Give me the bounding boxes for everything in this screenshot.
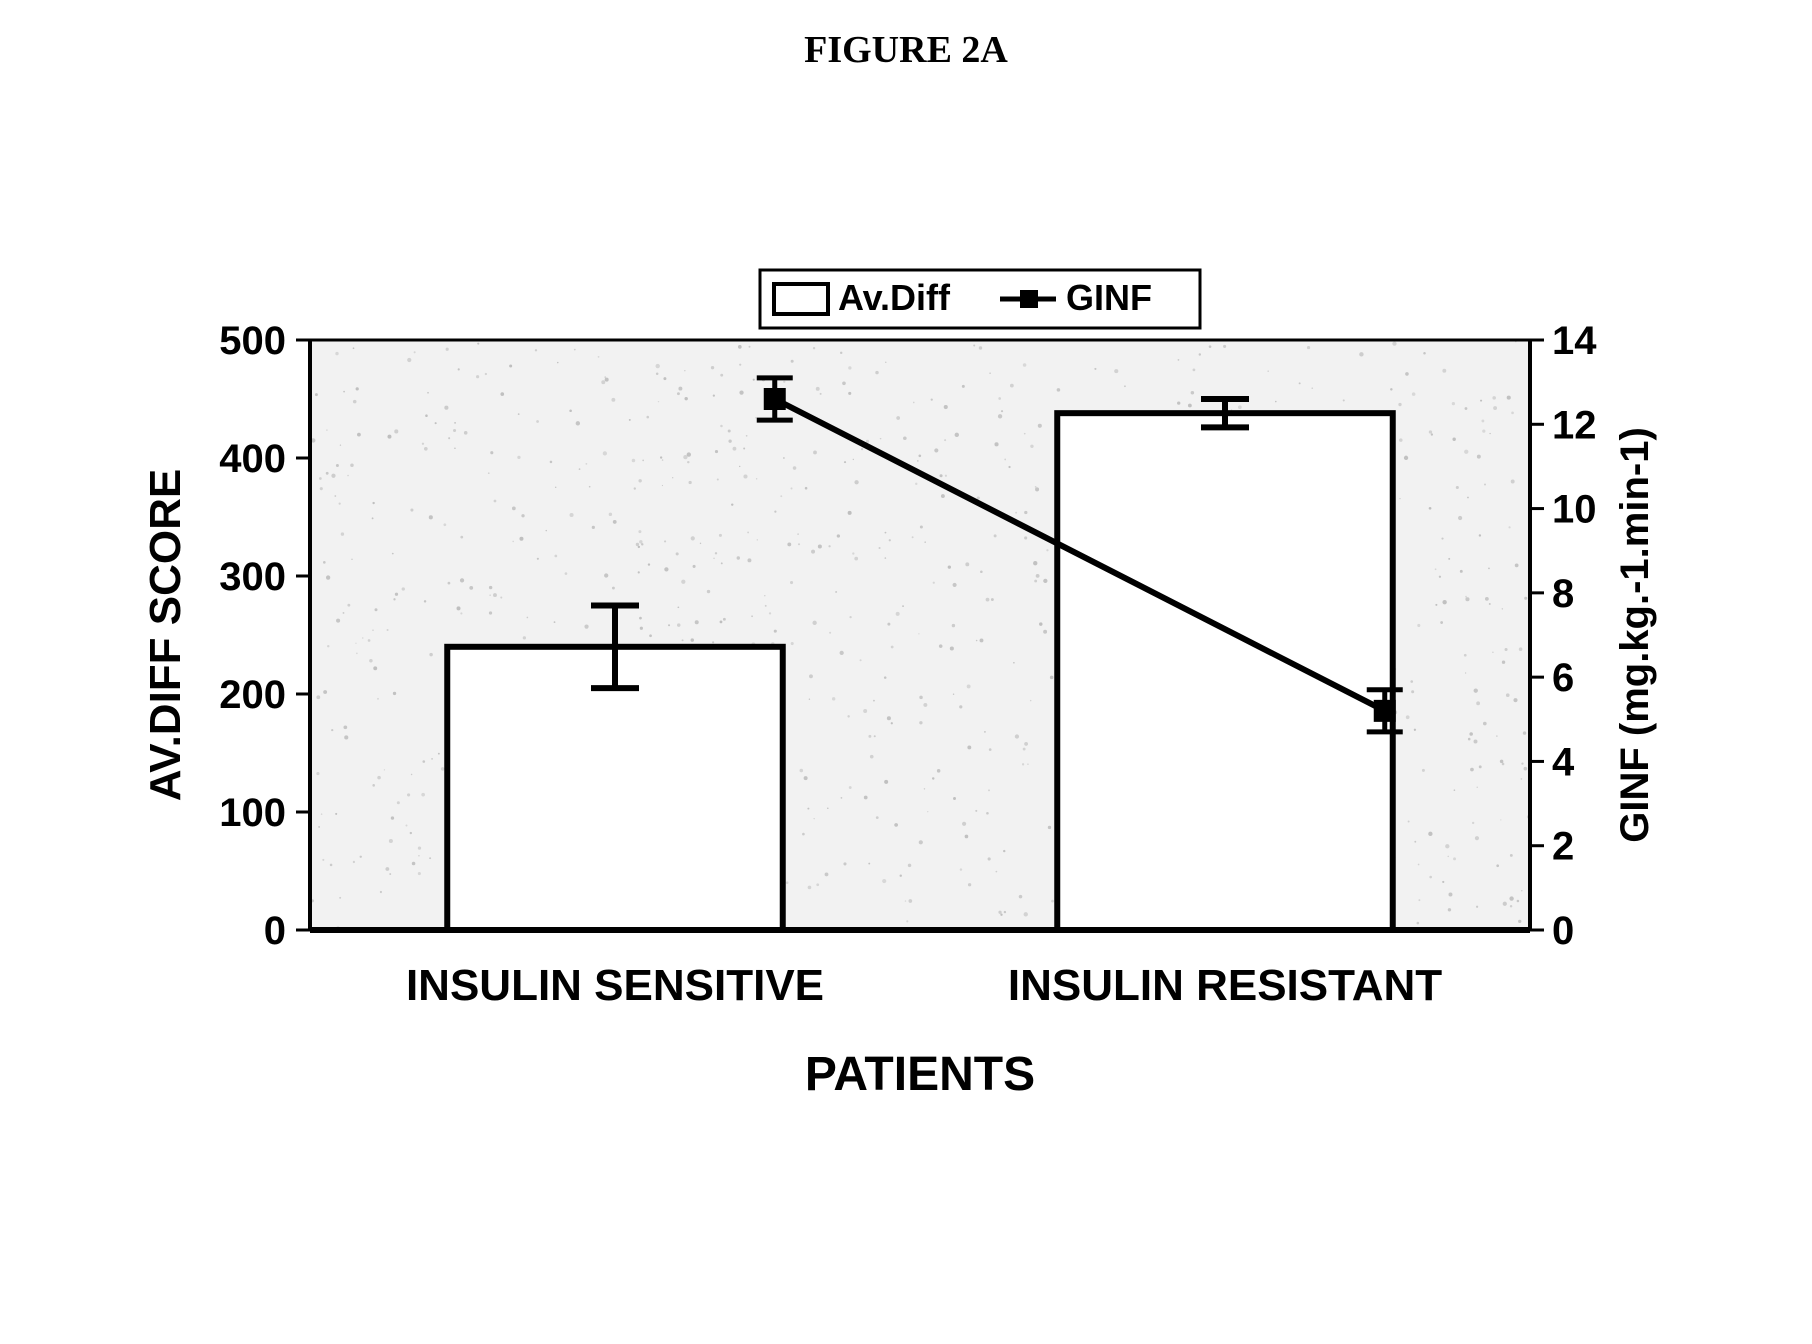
- ytick-label-right: 6: [1552, 656, 1574, 700]
- chart-svg: Av.Diff GINF 0 100 200 300 400 500 0 2 4 6 8 10 12 14 IN…: [110, 260, 1670, 1260]
- ytick-label-right: 12: [1552, 403, 1597, 447]
- y-axis-right-title: GINF (mg.kg.-1.min-1): [1613, 427, 1657, 843]
- category-label: INSULIN RESISTANT: [1008, 961, 1442, 1010]
- ytick-label-left: 200: [219, 673, 286, 717]
- chart-container: Av.Diff GINF 0 100 200 300 400 500 0 2 4 6 8 10 12 14 IN…: [110, 260, 1670, 1260]
- page: FIGURE 2A Av.Diff GINF 0 100 200 300 400 500 0 2 4…: [0, 0, 1812, 1344]
- legend-label-bar: Av.Diff: [838, 277, 951, 318]
- line-marker: [1374, 700, 1396, 722]
- ytick-label-right: 14: [1552, 319, 1597, 363]
- ytick-label-left: 500: [219, 319, 286, 363]
- category-label: INSULIN SENSITIVE: [406, 961, 824, 1010]
- ytick-label-left: 0: [264, 909, 286, 953]
- ytick-label-left: 300: [219, 555, 286, 599]
- ytick-label-left: 400: [219, 437, 286, 481]
- ytick-label-right: 0: [1552, 909, 1574, 953]
- ytick-label-right: 10: [1552, 488, 1597, 532]
- ytick-label-right: 4: [1552, 740, 1575, 784]
- figure-title: FIGURE 2A: [0, 28, 1812, 72]
- ytick-label-left: 100: [219, 791, 286, 835]
- line-marker: [764, 388, 786, 410]
- ytick-label-right: 2: [1552, 825, 1574, 869]
- ytick-label-right: 8: [1552, 572, 1574, 616]
- y-axis-left-title: AV.DIFF SCORE: [141, 469, 190, 802]
- bar: [1057, 413, 1393, 930]
- legend-label-line: GINF: [1066, 277, 1152, 318]
- x-axis-label: PATIENTS: [805, 1048, 1035, 1101]
- legend-swatch-bar: [774, 284, 828, 314]
- legend-marker-icon: [1020, 290, 1038, 308]
